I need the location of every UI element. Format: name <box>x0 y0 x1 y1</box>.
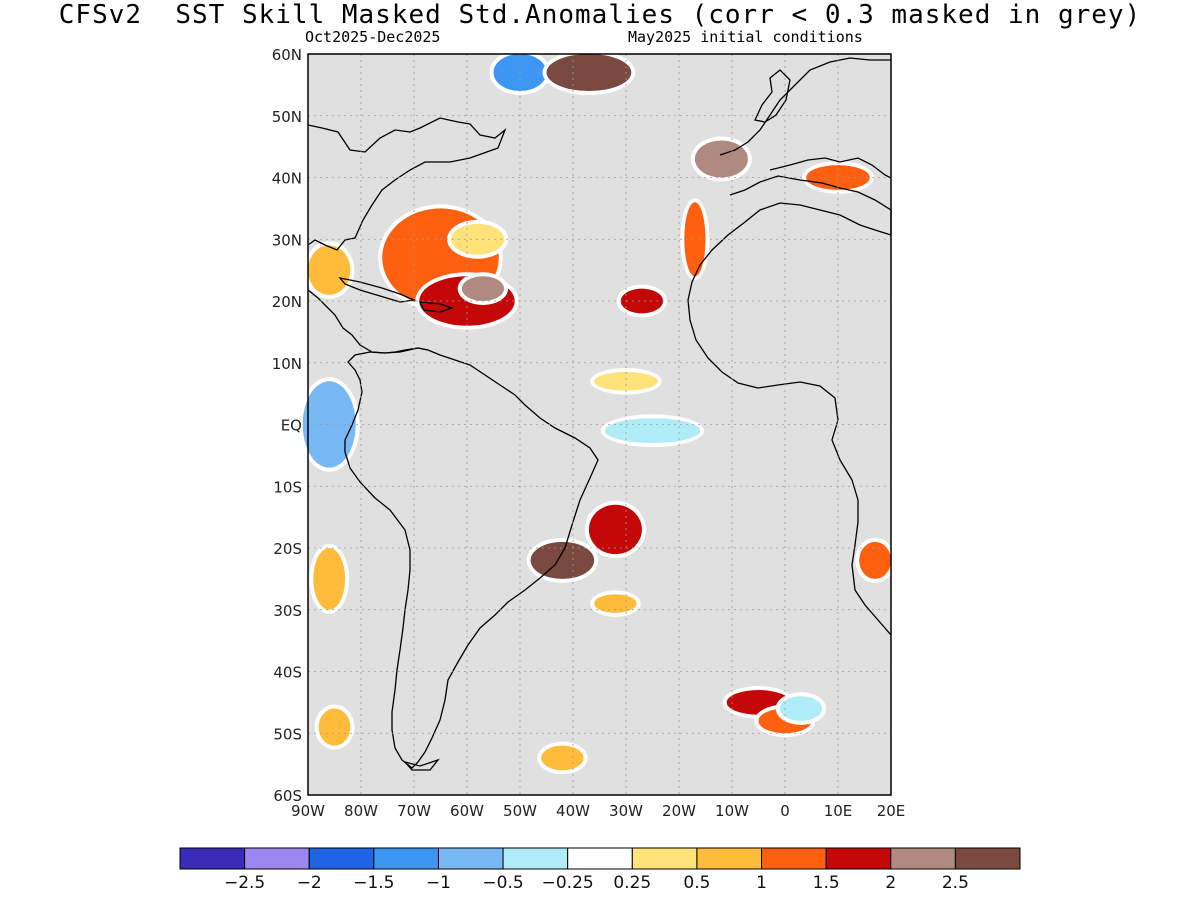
lon-label-70W: 70W <box>397 802 431 820</box>
initial-conditions: May2025 initial conditions <box>628 28 863 46</box>
colorbar-swatch <box>437 847 504 870</box>
mediterranean-north-coast <box>769 157 892 179</box>
lon-label-10W: 10W <box>715 802 749 820</box>
colorbar-swatch <box>179 847 246 870</box>
colorbar-swatch <box>696 847 763 870</box>
anomaly-southern-ocean-cold <box>779 696 823 721</box>
anomaly-brazil-current-strong <box>530 541 595 579</box>
lon-label-40W: 40W <box>556 802 590 820</box>
anomaly-eastern-pacific-cold <box>302 381 356 468</box>
colorbar-swatch <box>373 847 439 870</box>
grid-lines <box>308 54 891 795</box>
lon-label-20W: 20W <box>662 802 696 820</box>
colorbar-swatch <box>954 847 1021 870</box>
map-frame <box>307 53 892 796</box>
lat-label-40N: 40N <box>272 170 302 188</box>
anomaly-se-pacific-warm <box>313 548 346 610</box>
lat-label-40S: 40S <box>273 664 302 682</box>
colorbar-swatch <box>825 847 892 870</box>
anomaly-iberian-strong <box>694 140 748 178</box>
colorbar-label: 2.5 <box>942 873 969 893</box>
anomaly-north-atlantic-strong <box>546 54 632 92</box>
lat-label-20S: 20S <box>273 540 302 558</box>
anomaly-gulf-of-mexico <box>308 245 351 295</box>
anomaly-patagonia-pacific <box>318 708 351 746</box>
colorbar-label: −0.25 <box>542 873 594 893</box>
lat-label-50S: 50S <box>273 725 302 743</box>
colorbar-swatch <box>567 847 633 870</box>
lat-label-20N: 20N <box>272 293 302 311</box>
colorbar-label: 1 <box>756 873 767 893</box>
anomaly-equatorial-cold <box>604 418 701 444</box>
anomaly-subtropical-east <box>620 288 664 314</box>
chart-title: CFSv2 SST Skill Masked Std.Anomalies (co… <box>58 0 1142 30</box>
tierra-del-fuego-coast <box>403 758 440 771</box>
lon-label-10E: 10E <box>824 802 853 820</box>
colorbar-swatch <box>502 847 569 870</box>
colorbar-swatch <box>244 847 310 870</box>
anomaly-benguela-warm <box>859 541 891 579</box>
lat-label-30N: 30N <box>272 231 302 249</box>
anomaly-south-atlantic-mid <box>594 594 637 613</box>
anomaly-tropical-warm-band <box>594 372 658 391</box>
valid-period: Oct2025-Dec2025 <box>305 28 441 46</box>
cuba-coast <box>338 277 417 303</box>
colorbar-label: 2 <box>885 873 896 893</box>
colorbar-swatch <box>308 847 375 870</box>
lon-label-60W: 60W <box>450 802 484 820</box>
longitude-labels: 90W 80W 70W 60W 50W 40W 30W 20W 10W 0 10E 20E <box>291 802 905 820</box>
colorbar-label: −1.5 <box>353 873 394 893</box>
colorbar-label: −2.5 <box>224 873 265 893</box>
anomaly-drake-warm <box>541 745 584 771</box>
colorbar-label: −2 <box>297 873 322 893</box>
anomaly-south-atlantic-warm <box>588 504 642 555</box>
lon-label-50W: 50W <box>503 802 537 820</box>
lon-label-90W: 90W <box>291 802 325 820</box>
colorbar-label: −0.5 <box>482 873 523 893</box>
colorbar-label: 0.5 <box>683 873 710 893</box>
colorbar-label: 1.5 <box>813 873 840 893</box>
colorbar-label: −1 <box>426 873 451 893</box>
colorbar-swatch <box>631 847 698 870</box>
colorbar-swatch <box>761 847 827 870</box>
anomaly-canary-warm <box>684 202 706 277</box>
central-america-coast <box>307 289 429 354</box>
anomaly-caribbean-strong <box>461 276 505 301</box>
lat-label-10S: 10S <box>273 478 302 496</box>
colorbar-label: 0.25 <box>613 873 651 893</box>
lat-label-60N: 60N <box>272 46 302 64</box>
colorbar: −2.5 −2 −1.5 −1 −0.5 −0.25 0.25 0.5 1 1.5 2 2.5 <box>179 847 1021 893</box>
lon-label-80W: 80W <box>344 802 378 820</box>
lon-label-20E: 20E <box>877 802 906 820</box>
south-america-coast <box>344 347 599 769</box>
british-isles-coast <box>754 69 791 123</box>
lat-label-30S: 30S <box>273 602 302 620</box>
africa-coast <box>687 175 892 636</box>
lat-label-EQ: EQ <box>281 417 302 435</box>
latitude-labels: 60N 50N 40N 30N 20N 10N EQ 10S 20S 30S 40S 50S 60S <box>272 46 302 805</box>
lat-label-10N: 10N <box>272 355 302 373</box>
hispaniola-coast <box>418 301 455 313</box>
north-america-coast <box>307 117 507 251</box>
colorbar-swatch <box>890 847 956 870</box>
coastlines <box>307 57 892 771</box>
lon-label-30W: 30W <box>609 802 643 820</box>
lon-label-0: 0 <box>780 802 790 820</box>
lat-label-60S: 60S <box>273 787 302 805</box>
lat-label-50N: 50N <box>272 108 302 126</box>
